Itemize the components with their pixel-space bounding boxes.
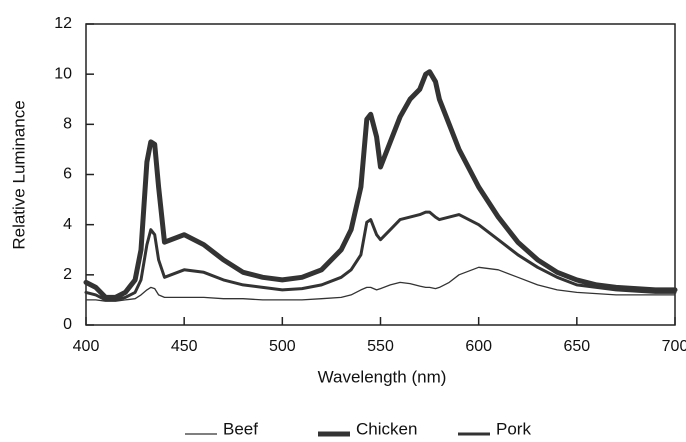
x-tick-label: 600 (465, 338, 492, 355)
y-tick-label: 6 (63, 166, 72, 183)
legend-label: Beef (223, 419, 258, 438)
x-tick-label: 650 (563, 338, 590, 355)
y-tick-label: 2 (63, 266, 72, 283)
x-tick-label: 500 (269, 338, 296, 355)
series-line (83, 69, 678, 300)
series-line (84, 210, 677, 302)
x-tick-label: 400 (73, 338, 100, 355)
y-tick-label: 10 (54, 65, 72, 82)
y-tick-label: 12 (54, 15, 72, 32)
legend-label: Pork (496, 419, 531, 438)
y-tick-label: 0 (63, 316, 72, 333)
y-axis-title: Relative Luminance (9, 100, 28, 249)
legend-label: Chicken (356, 419, 417, 438)
x-tick-label: 450 (171, 338, 198, 355)
x-tick-label: 550 (367, 338, 394, 355)
x-tick-label: 700 (662, 338, 686, 355)
series-line (85, 266, 676, 302)
y-tick-label: 4 (63, 216, 72, 233)
x-axis-title: Wavelength (nm) (318, 367, 447, 386)
y-tick-label: 8 (63, 116, 72, 133)
